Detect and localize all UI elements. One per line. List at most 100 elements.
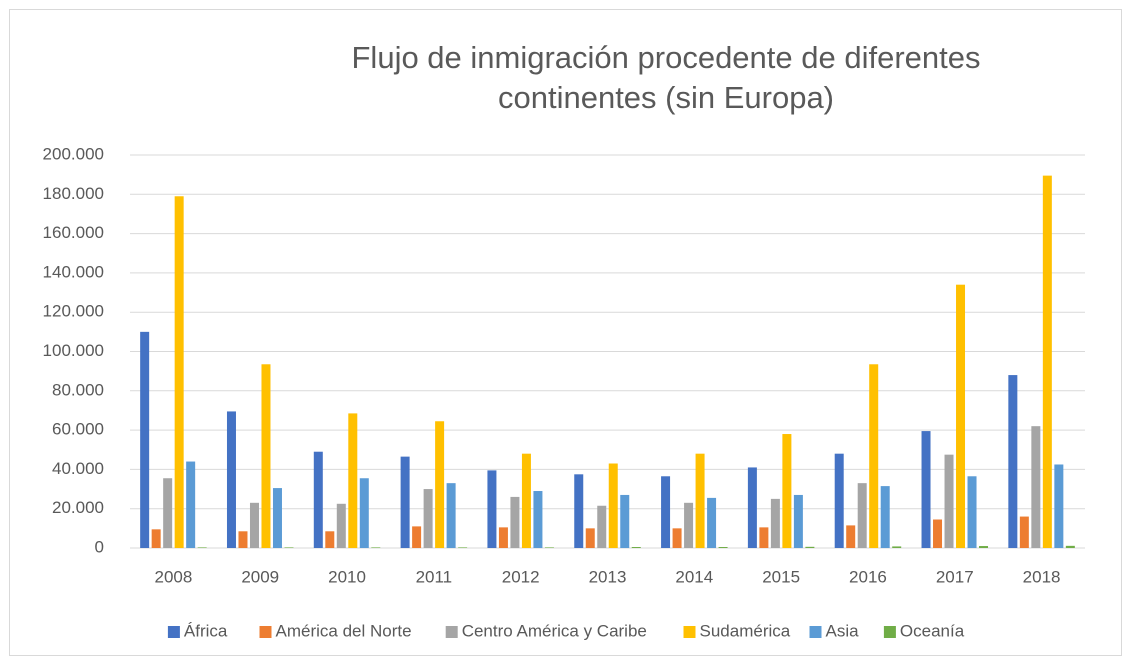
- x-tick-label: 2013: [589, 567, 627, 586]
- bar: [371, 547, 381, 548]
- bar: [759, 527, 769, 548]
- y-tick-label: 20.000: [52, 498, 104, 517]
- bar: [672, 528, 682, 548]
- bar: [1065, 545, 1075, 548]
- bar: [174, 196, 184, 548]
- x-tick-label: 2017: [936, 567, 974, 586]
- bar: [1042, 175, 1052, 548]
- x-tick-label: 2015: [762, 567, 800, 586]
- legend-swatch: [445, 626, 458, 638]
- bar: [846, 525, 856, 548]
- legend-label: Oceanía: [900, 621, 965, 640]
- bar: [423, 489, 433, 548]
- bar: [707, 497, 717, 548]
- y-tick-label: 140.000: [43, 262, 104, 281]
- bar: [151, 529, 161, 548]
- bar: [238, 531, 248, 548]
- bar: [805, 546, 815, 548]
- y-tick-label: 80.000: [52, 380, 104, 399]
- bar: [261, 364, 271, 548]
- bar: [197, 547, 207, 548]
- bar: [163, 478, 173, 548]
- x-tick-label: 2014: [675, 567, 713, 586]
- bar: [435, 421, 445, 548]
- bar: [956, 284, 966, 548]
- y-tick-label: 0: [95, 537, 104, 556]
- bar: [336, 503, 346, 548]
- chart-title: Flujo de inmigración procedente de difer…: [351, 40, 981, 115]
- legend-label: Sudamérica: [700, 621, 791, 640]
- bar: [359, 478, 369, 548]
- x-tick-label: 2008: [154, 567, 192, 586]
- bar: [880, 486, 890, 548]
- legend-swatch: [167, 626, 180, 638]
- bar: [979, 546, 989, 548]
- bar: [597, 505, 607, 548]
- legend-swatch: [883, 626, 896, 638]
- legend-label: África: [184, 621, 228, 640]
- bar: [458, 547, 468, 548]
- legend-swatch: [809, 626, 822, 638]
- legend-label: Centro América y Caribe: [462, 621, 647, 640]
- bar: [620, 494, 630, 548]
- bar: [325, 531, 335, 548]
- x-tick-label: 2009: [241, 567, 279, 586]
- bar: [544, 547, 554, 548]
- bar: [400, 456, 410, 548]
- bar: [140, 331, 150, 548]
- bar: [186, 461, 196, 548]
- bar: [521, 453, 531, 548]
- bar: [793, 494, 803, 548]
- legend-swatch: [259, 626, 272, 638]
- x-tick-label: 2018: [1023, 567, 1061, 586]
- bar: [747, 467, 757, 548]
- bar: [1031, 426, 1041, 548]
- bar: [585, 528, 595, 548]
- x-tick-label: 2016: [849, 567, 887, 586]
- bar: [1019, 516, 1029, 548]
- bar: [487, 470, 497, 548]
- bar: [631, 547, 641, 548]
- legend-label: América del Norte: [276, 621, 412, 640]
- legend-swatch: [683, 626, 696, 638]
- bar: [412, 526, 422, 548]
- bar: [313, 451, 323, 548]
- bar: [718, 547, 728, 548]
- y-tick-label: 160.000: [43, 223, 104, 242]
- chart-border: [9, 9, 1122, 656]
- bar: [684, 502, 694, 548]
- bar: [921, 431, 931, 548]
- bar: [1054, 464, 1064, 548]
- bar: [770, 498, 780, 548]
- bar: [498, 527, 508, 548]
- bar: [284, 547, 294, 548]
- y-tick-label: 40.000: [52, 459, 104, 478]
- x-tick-label: 2012: [502, 567, 540, 586]
- y-tick-label: 100.000: [43, 341, 104, 360]
- y-tick-label: 200.000: [43, 144, 104, 163]
- bar: [272, 488, 282, 548]
- bar: [226, 411, 236, 548]
- bar: [834, 453, 844, 548]
- bar: [869, 364, 879, 548]
- bar: [782, 434, 792, 548]
- y-tick-label: 60.000: [52, 420, 104, 439]
- bar: [533, 491, 543, 548]
- y-tick-label: 120.000: [43, 302, 104, 321]
- bar: [249, 502, 259, 548]
- bar: [944, 454, 954, 548]
- y-tick-label: 180.000: [43, 184, 104, 203]
- bar: [608, 463, 618, 548]
- bar: [348, 413, 358, 548]
- bar: [695, 453, 705, 548]
- bar: [892, 546, 902, 548]
- bar: [661, 476, 671, 548]
- bar: [1008, 375, 1018, 548]
- x-tick-label: 2011: [416, 567, 453, 586]
- legend-label: Asia: [826, 621, 860, 640]
- bar: [967, 476, 977, 548]
- x-tick-label: 2010: [328, 567, 366, 586]
- bar: [574, 474, 584, 548]
